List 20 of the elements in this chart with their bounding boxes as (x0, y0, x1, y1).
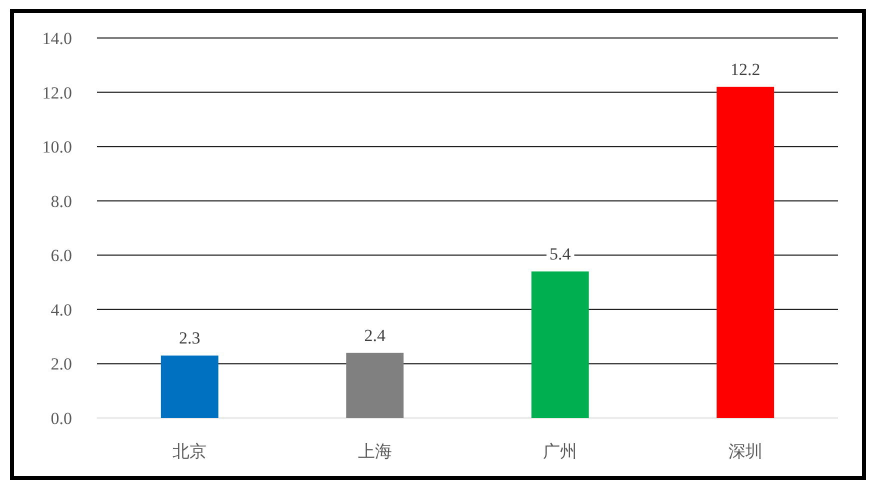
x-tick-label: 上海 (358, 442, 392, 461)
data-label: 12.2 (730, 60, 760, 79)
x-tick-label: 广州 (543, 442, 578, 461)
y-tick-label: 0.0 (50, 409, 72, 428)
y-tick-label: 2.0 (50, 354, 72, 374)
x-tick-label: 北京 (172, 442, 207, 461)
y-tick-label: 4.0 (50, 300, 72, 320)
data-label: 5.4 (550, 244, 572, 264)
data-label: 2.4 (364, 326, 386, 345)
bar (346, 352, 404, 418)
data-label: 2.3 (179, 328, 200, 348)
x-tick-label: 深圳 (728, 442, 762, 461)
y-tick-label: 14.0 (42, 29, 72, 48)
y-tick-label: 12.0 (42, 83, 72, 102)
y-tick-label: 8.0 (50, 192, 72, 211)
bar (716, 86, 774, 418)
bar (531, 271, 589, 418)
y-tick-label: 6.0 (50, 246, 72, 266)
bar (160, 356, 218, 418)
y-tick-label: 10.0 (42, 138, 72, 157)
